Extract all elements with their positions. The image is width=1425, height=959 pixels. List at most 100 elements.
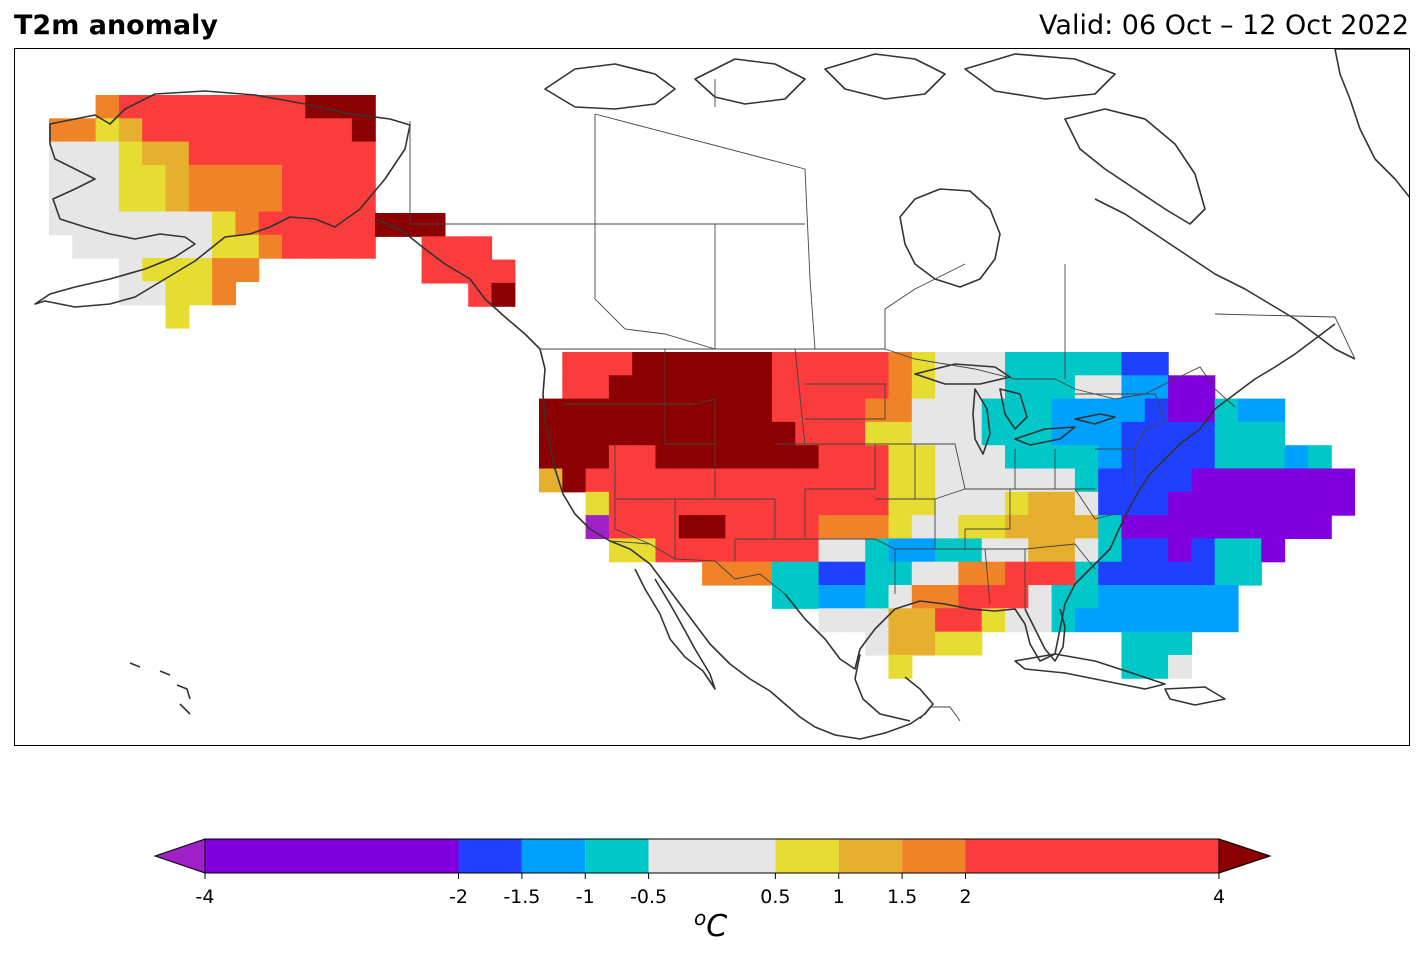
anomaly-cell [165,304,190,329]
anomaly-cell [748,398,773,423]
anomaly-cell [95,211,120,236]
anomaly-cell [1098,538,1123,563]
anomaly-cell [1214,561,1239,586]
anomaly-cell [1051,491,1076,516]
anomaly-cell [142,281,167,306]
anomaly-cell [702,491,726,516]
anomaly-cell [888,585,913,609]
anomaly-cell [212,118,236,143]
anomaly-cell [72,118,97,143]
anomaly-cell [725,538,750,563]
anomaly-cell [935,561,959,586]
hudson-bay [899,188,1001,288]
anomaly-cell [748,352,773,376]
anomaly-cell [911,468,936,493]
baffin-island [1064,108,1206,225]
greenland [1334,49,1409,198]
anomaly-cell [748,515,773,539]
anomaly-cell [188,281,213,306]
anomaly-cell [1028,468,1053,493]
anomaly-cell [888,631,913,656]
anomaly-cell [795,538,820,563]
anomaly-cell [95,234,120,259]
anomaly-cell [49,211,73,236]
anomaly-cell [539,398,563,423]
anomaly-cell [1214,468,1239,493]
anomaly-cell [1005,608,1029,633]
anomaly-cell [212,211,236,236]
anomaly-cell [1238,491,1262,516]
anomaly-cell [981,608,1006,633]
anomaly-cell [795,491,820,516]
anomaly-cell [608,468,633,493]
anomaly-cell [444,236,469,261]
anomaly-cell [188,188,213,213]
anomaly-cell [421,259,446,284]
anomaly-cell [958,585,983,609]
anomaly-cell [351,164,376,189]
anomaly-cell [188,118,213,143]
colorbar-segment [521,839,586,873]
anomaly-cell [1098,515,1123,539]
anomaly-cell [958,491,983,516]
anomaly-cell [632,468,657,493]
anomaly-cell [1028,421,1053,446]
anomaly-cell [818,538,843,563]
anomaly-cell [1144,585,1169,609]
colorbar-tick-label: 0.5 [760,886,790,908]
anomaly-cell [1284,515,1309,539]
anomaly-cell [958,608,983,633]
anomaly-cell [818,515,843,539]
anomaly-cell [328,234,353,259]
anomaly-cell [608,421,633,446]
anomaly-cell [748,445,773,470]
anomaly-cell [1121,585,1146,609]
anomaly-cell [1074,491,1099,516]
anomaly-cell [702,421,726,446]
anomaly-cell [1191,561,1216,586]
lake-ontario [1074,413,1116,425]
anomaly-cell [1028,608,1053,633]
us-canada-border [540,348,1236,408]
anomaly-cell [305,211,330,236]
anomaly-cell [1051,375,1076,400]
colorbar-segment [205,839,459,873]
anomaly-cell [725,352,750,376]
anomaly-cell [702,445,726,470]
anomaly-cell [888,375,913,400]
anomaly-cell [282,211,306,236]
anomaly-cell [911,561,936,586]
anomaly-cell [1028,352,1053,376]
anomaly-cell [935,398,959,423]
colorbar-tick-label: -4 [196,886,215,908]
anomaly-cell [1214,491,1239,516]
anomaly-cell [1261,468,1286,493]
anomaly-cell [935,491,959,516]
anomaly-cell [1261,515,1286,539]
anomaly-cell [282,234,306,259]
anomaly-cell [1121,352,1146,376]
anomaly-cell [1307,445,1332,470]
anomaly-cell [888,352,913,376]
anomaly-cell [818,585,843,609]
anomaly-cell [795,515,820,539]
anomaly-cell [118,211,143,236]
anomaly-cell [608,491,633,516]
anomaly-cell [585,468,610,493]
anomaly-cell [678,515,703,539]
anomaly-cell [748,561,773,586]
anomaly-cell [1051,561,1076,586]
anomaly-cell [1238,561,1262,586]
anomaly-cell [491,282,516,307]
anomaly-cell [981,561,1006,586]
anomaly-cell [772,398,796,423]
anomaly-cell [841,468,866,493]
anomaly-cell [818,468,843,493]
anomaly-cell [981,468,1006,493]
anomaly-cell [865,375,890,400]
lake-michigan [972,388,991,455]
anomaly-cell [1191,515,1216,539]
anomaly-cell [1214,585,1239,609]
anomaly-cell [841,561,866,586]
anomaly-cell [258,234,283,259]
